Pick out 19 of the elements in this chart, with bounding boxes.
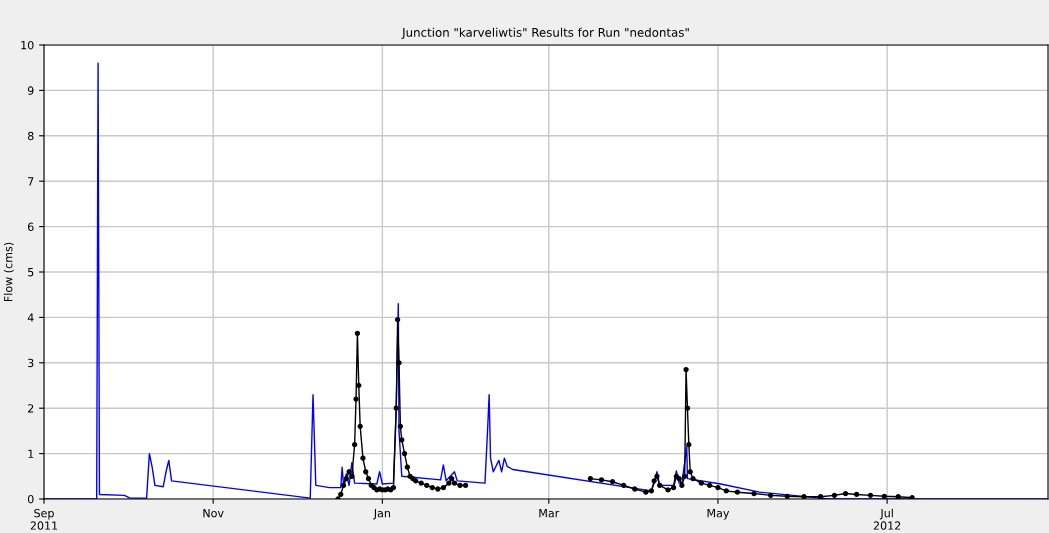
y-tick-label: 3: [28, 358, 34, 368]
y-tick-label: 4: [27, 313, 34, 322]
y-tick-label: 5: [28, 268, 34, 277]
y-tick-label: 2: [28, 404, 34, 413]
y-tick-label: 1: [28, 449, 34, 458]
y-axis-title: Flow (cms): [3, 242, 14, 302]
x-tick-label: Sep 2011: [30, 508, 58, 530]
y-tick-label: 7: [28, 177, 34, 186]
x-tick-label: Jan: [373, 509, 390, 520]
chart-title: Junction "karveliwtis" Results for Run "nedontas": [401, 27, 689, 40]
x-tick-label: Jul 2012: [873, 508, 901, 530]
x-tick-label: Mar: [539, 509, 560, 518]
y-tick-label: 0: [27, 494, 34, 504]
x-tick-label: Nov: [203, 509, 224, 518]
y-tick-label: 10: [21, 40, 34, 50]
x-tick-label: May: [707, 509, 730, 520]
y-tick-label: 6: [27, 222, 34, 231]
y-tick-label: 9: [27, 86, 34, 95]
y-tick-label: 8: [27, 131, 34, 141]
